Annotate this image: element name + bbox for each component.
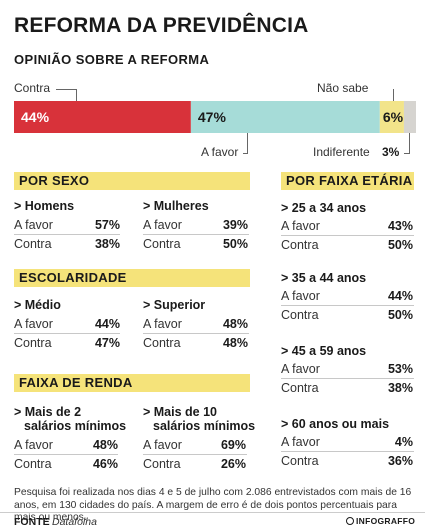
row-value: 50% (387, 308, 413, 322)
row-value: 46% (92, 457, 118, 471)
row-divider (281, 305, 414, 306)
row-divider (281, 451, 414, 452)
section-band-sexo: POR SEXO (14, 172, 250, 190)
row-label: Contra (14, 237, 52, 251)
chart-subtitle: OPINIÃO SOBRE A REFORMA (14, 52, 210, 67)
row-value: 44% (94, 317, 120, 331)
row-value: 43% (387, 219, 413, 233)
row-label: A favor (281, 219, 320, 233)
group-title-renda-2-line2: salários mínimos (24, 419, 127, 433)
callout-nao-sabe: Não sabe (317, 81, 369, 95)
bar-a-favor (190, 101, 380, 133)
callout-contra-line-v (76, 89, 77, 101)
row-value: 48% (222, 336, 248, 350)
bar-a-favor-label: 47% (198, 109, 227, 125)
row-divider (14, 333, 120, 334)
row-value: 44% (387, 289, 413, 303)
row-value: 4% (394, 435, 413, 449)
group-title-renda-10: > Mais de 10 (143, 405, 217, 419)
row-value: 36% (387, 454, 413, 468)
row-label: A favor (281, 289, 320, 303)
row-label: A favor (14, 438, 53, 452)
row-value: 53% (387, 362, 413, 376)
group-title-60-mais: > 60 anos ou mais (281, 417, 390, 431)
bar-nao-sabe-label: 6% (383, 109, 404, 125)
row-divider (143, 333, 249, 334)
group-title-45-59: > 45 a 59 anos (281, 344, 367, 358)
group-title-superior: > Superior (143, 298, 206, 312)
row-label: Contra (143, 336, 181, 350)
row-label: A favor (281, 362, 320, 376)
group-title-renda-2: > Mais de 2 (14, 405, 82, 419)
row-label: A favor (143, 218, 182, 232)
callout-indiferente: Indiferente (313, 145, 370, 159)
row-value: 26% (220, 457, 246, 471)
callout-a-favor-line-h (243, 153, 248, 154)
stacked-bar-chart: 44% 47% 6% (14, 101, 416, 133)
row-label: Contra (281, 381, 319, 395)
row-label: Contra (281, 308, 319, 322)
page-title: REFORMA DA PREVIDÊNCIA (14, 14, 309, 37)
callout-indiferente-value: 3% (382, 145, 400, 159)
row-value: 50% (387, 238, 413, 252)
row-value: 38% (94, 237, 120, 251)
group-title-35-44: > 35 a 44 anos (281, 271, 367, 285)
callout-contra-line-h (56, 89, 76, 90)
row-value: 57% (94, 218, 120, 232)
row-value: 38% (387, 381, 413, 395)
row-label: Contra (143, 457, 181, 471)
row-divider (14, 234, 120, 235)
logo-text: INFOGRAFFO (356, 516, 416, 526)
callout-a-favor: A favor (201, 145, 239, 159)
bar-indiferente (403, 101, 416, 133)
callout-a-favor-line-v (247, 133, 248, 153)
row-label: A favor (14, 218, 53, 232)
callout-indiferente-line-h (404, 153, 410, 154)
footnote: Pesquisa foi realizada nos dias 4 e 5 de… (14, 487, 412, 523)
footer-divider (0, 512, 425, 513)
row-divider (14, 454, 118, 455)
row-divider (143, 454, 247, 455)
row-divider (143, 234, 249, 235)
row-label: Contra (281, 238, 319, 252)
row-value: 69% (220, 438, 246, 452)
section-band-renda: FAIXA DE RENDA (14, 374, 250, 392)
row-value: 50% (222, 237, 248, 251)
row-label: A favor (281, 435, 320, 449)
row-divider (281, 235, 414, 236)
callout-contra: Contra (14, 81, 51, 95)
group-title-medio: > Médio (14, 298, 61, 312)
row-value: 48% (92, 438, 118, 452)
group-title-mulheres: > Mulheres (143, 199, 209, 213)
row-label: Contra (14, 457, 52, 471)
infograffo-logo: INFOGRAFFO (346, 516, 415, 526)
section-band-idade: POR FAIXA ETÁRIA (281, 172, 414, 190)
row-value: 47% (94, 336, 120, 350)
row-label: Contra (14, 336, 52, 350)
group-title-homens: > Homens (14, 199, 75, 213)
section-band-escolaridade: ESCOLARIDADE (14, 269, 250, 287)
row-label: Contra (143, 237, 181, 251)
callout-indiferente-line-v (409, 133, 410, 153)
bar-contra-label: 44% (21, 109, 50, 125)
group-title-25-34: > 25 a 34 anos (281, 201, 367, 215)
row-value: 39% (222, 218, 248, 232)
row-value: 48% (222, 317, 248, 331)
row-label: A favor (143, 317, 182, 331)
bar-nao-sabe (379, 101, 404, 133)
fonte-value: Datafolha (52, 516, 97, 528)
row-label: A favor (14, 317, 53, 331)
fonte-label: FONTE (14, 516, 50, 528)
logo-circle-icon (346, 517, 354, 525)
row-label: Contra (281, 454, 319, 468)
group-title-renda-10-line2: salários mínimos (153, 419, 256, 433)
row-divider (281, 378, 414, 379)
row-label: A favor (143, 438, 182, 452)
callout-nao-sabe-line (393, 89, 394, 101)
bar-contra (14, 101, 191, 133)
